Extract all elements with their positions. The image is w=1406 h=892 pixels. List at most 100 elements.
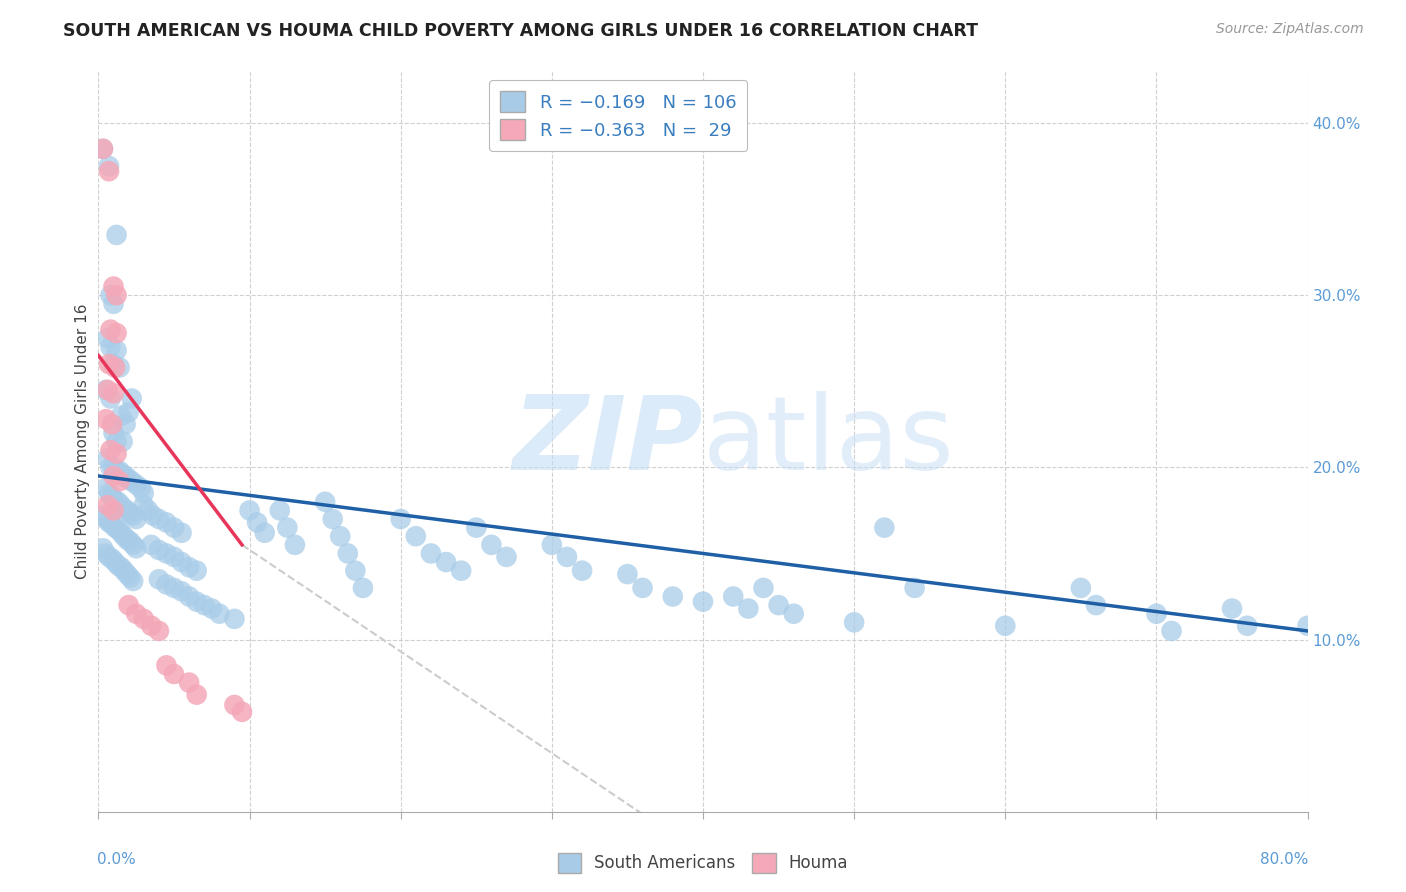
Point <box>105 326 128 340</box>
Point <box>96 331 118 345</box>
Point <box>179 675 201 690</box>
Point <box>115 503 138 517</box>
Point <box>98 164 121 178</box>
Point <box>752 581 775 595</box>
Point <box>104 493 127 508</box>
Point <box>186 688 208 702</box>
Point <box>101 417 124 432</box>
Point <box>105 464 128 478</box>
Point <box>103 425 125 440</box>
Text: 0.0%: 0.0% <box>97 853 136 867</box>
Point <box>118 598 141 612</box>
Point <box>104 521 127 535</box>
Point <box>692 595 714 609</box>
Point <box>994 619 1017 633</box>
Point <box>103 357 125 371</box>
Point <box>276 521 298 535</box>
Point <box>844 615 866 630</box>
Point <box>389 512 412 526</box>
Point <box>208 607 231 621</box>
Point <box>111 467 134 482</box>
Point <box>105 227 128 242</box>
Point <box>179 560 201 574</box>
Point <box>141 619 163 633</box>
Point <box>540 538 562 552</box>
Point <box>104 555 127 569</box>
Point <box>170 584 193 599</box>
Point <box>96 383 118 397</box>
Point <box>329 529 352 543</box>
Point <box>91 541 114 556</box>
Point <box>163 549 186 564</box>
Point <box>631 581 654 595</box>
Point <box>112 501 135 516</box>
Point <box>91 142 114 156</box>
Point <box>98 549 121 564</box>
Point <box>155 516 177 530</box>
Point <box>100 288 122 302</box>
Point <box>201 601 224 615</box>
Point <box>103 297 125 311</box>
Point <box>224 612 246 626</box>
Point <box>163 521 186 535</box>
Point <box>100 460 122 475</box>
Point <box>110 498 132 512</box>
Point <box>481 538 503 552</box>
Point <box>110 525 132 540</box>
Point <box>142 508 165 523</box>
Point <box>110 409 132 423</box>
Point <box>125 541 148 556</box>
Point <box>170 555 193 569</box>
Point <box>186 564 208 578</box>
Point <box>98 516 121 530</box>
Point <box>322 512 344 526</box>
Point <box>94 412 117 426</box>
Point <box>105 343 128 358</box>
Point <box>148 543 170 558</box>
Point <box>101 517 124 532</box>
Point <box>111 434 134 449</box>
Point <box>352 581 374 595</box>
Point <box>269 503 291 517</box>
Point <box>100 392 122 406</box>
Point <box>246 516 269 530</box>
Point <box>163 581 186 595</box>
Point <box>768 598 790 612</box>
Text: 80.0%: 80.0% <box>1260 853 1309 867</box>
Point <box>122 508 145 523</box>
Point <box>141 538 163 552</box>
Point <box>103 460 125 475</box>
Point <box>193 598 215 612</box>
Point <box>155 658 177 673</box>
Point <box>108 360 131 375</box>
Point <box>94 383 117 397</box>
Point <box>155 546 177 560</box>
Point <box>1070 581 1092 595</box>
Point <box>1296 619 1319 633</box>
Legend: R = −0.169   N = 106, R = −0.363   N =  29: R = −0.169 N = 106, R = −0.363 N = 29 <box>489 80 748 151</box>
Point <box>96 451 118 466</box>
Point <box>661 590 683 604</box>
Point <box>114 469 136 483</box>
Point <box>1085 598 1108 612</box>
Point <box>118 405 141 419</box>
Point <box>94 512 117 526</box>
Point <box>120 507 142 521</box>
Point <box>1144 607 1167 621</box>
Point <box>115 533 138 547</box>
Point <box>105 434 128 449</box>
Point <box>239 503 262 517</box>
Point <box>100 340 122 354</box>
Point <box>125 512 148 526</box>
Point <box>616 567 638 582</box>
Point <box>114 417 136 432</box>
Point <box>120 570 142 584</box>
Point <box>101 551 124 566</box>
Point <box>94 481 117 495</box>
Point <box>186 595 208 609</box>
Point <box>91 508 114 523</box>
Point <box>112 564 135 578</box>
Text: Source: ZipAtlas.com: Source: ZipAtlas.com <box>1216 22 1364 37</box>
Point <box>110 560 132 574</box>
Point <box>344 564 367 578</box>
